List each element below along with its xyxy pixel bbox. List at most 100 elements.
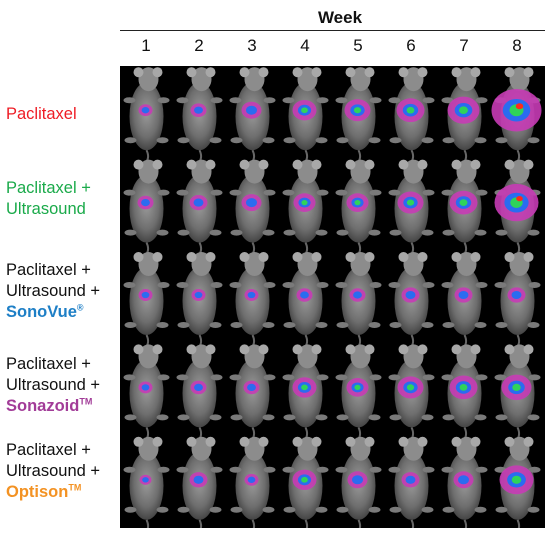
week-label-2: 2 [194,36,204,55]
mouse-limb [421,506,434,513]
mouse-limb [177,506,190,513]
row-label-line: Ultrasound [6,200,86,218]
mouse-image [229,67,276,165]
mouse-limb [389,414,402,421]
mouse-limb [495,137,508,144]
mouse-limb [336,414,349,421]
mouse-limb [230,322,243,328]
mouse-ear [364,252,375,262]
mouse-image [335,436,382,528]
agent-name-sonazoid: Sonazoid [6,397,80,415]
mouse-image [441,67,488,165]
mouse-ear [239,344,250,355]
mouse-ear [398,252,409,262]
mouse-ear [451,436,462,447]
mouse-limb [210,97,223,104]
mouse-image [176,67,223,165]
mouse-ear [504,344,515,355]
mouse-limb [157,189,170,196]
mouse-limb [316,189,329,196]
mouse-limb [315,322,328,328]
mouse-limb [422,97,435,104]
mouse-ear [292,252,303,262]
mouse-ear [504,159,515,170]
mouse-ear [398,159,409,170]
mouse-limb [123,97,136,104]
signal-core [194,106,203,114]
mouse-limb [527,322,540,328]
mouse-ear [523,67,534,78]
mouse-limb [422,374,435,381]
mouse-limb [495,506,508,513]
mouse-limb [368,506,381,513]
mouse-limb [176,97,189,104]
mouse-ear [470,344,481,355]
mouse-image [388,159,435,258]
mouse-limb [283,229,296,236]
mouse-ear [451,159,462,170]
mouse-ear [152,159,163,170]
mouse-ear [258,344,269,355]
mouse-limb [176,282,189,288]
mouse-ear [133,67,144,78]
mouse-limb [282,282,295,288]
mouse-limb [282,189,295,196]
mouse-ear [258,252,269,262]
mouse-ear [311,252,322,262]
mouse-ear [133,344,144,355]
trademark-mark: TM [79,396,93,407]
mouse-image [123,436,170,528]
mouse-limb [123,374,136,381]
mouse-limb [262,506,275,513]
mouse-limb [263,282,276,288]
signal-core [458,475,469,485]
mouse-ear [133,159,144,170]
mouse-tail [463,519,468,528]
mouse-ear [186,67,197,78]
signal-core [141,384,150,391]
mouse-limb [157,466,170,473]
signal-hot [406,199,415,206]
mouse-limb [442,137,455,144]
mouse-limb [369,466,382,473]
mouse-image [388,252,435,350]
mouse-ear [345,67,356,78]
mouse-limb [368,414,381,421]
signal-core [300,291,309,299]
week-label-1: 1 [141,36,151,55]
mouse-tail [357,519,362,528]
mouse-limb [441,97,454,104]
mouse-limb [527,414,540,421]
week-label-8: 8 [512,36,522,55]
mouse-ear [186,436,197,447]
mouse-ear [258,67,269,78]
signal-hot [459,384,468,391]
signal-hot [406,384,415,391]
mouse-limb [210,189,223,196]
mouse-limb [124,137,137,144]
mouse-ear [239,159,250,170]
mouse-image [123,252,170,350]
mouse-limb [283,322,296,328]
mouse-image [494,436,541,528]
mouse-limb [315,506,328,513]
mouse-limb [156,414,169,421]
mouse-limb [368,322,381,328]
mouse-limb [210,374,223,381]
mouse-limb [442,229,455,236]
mouse-ear [152,344,163,355]
signal-core [511,290,522,300]
mouse-tail [198,519,203,528]
mouse-ear [133,252,144,262]
mouse-image [335,252,382,350]
row-label-line: Ultrasound + [6,376,101,394]
mouse-limb [527,229,540,236]
mouse-ear [470,436,481,447]
mouse-body [129,451,164,520]
row-label-sonovue: Paclitaxel + Ultrasound + SonoVue® [6,260,124,323]
mouse-limb [316,282,329,288]
mouse-ear [258,436,269,447]
mouse-image [335,159,382,258]
mouse-limb [176,466,189,473]
